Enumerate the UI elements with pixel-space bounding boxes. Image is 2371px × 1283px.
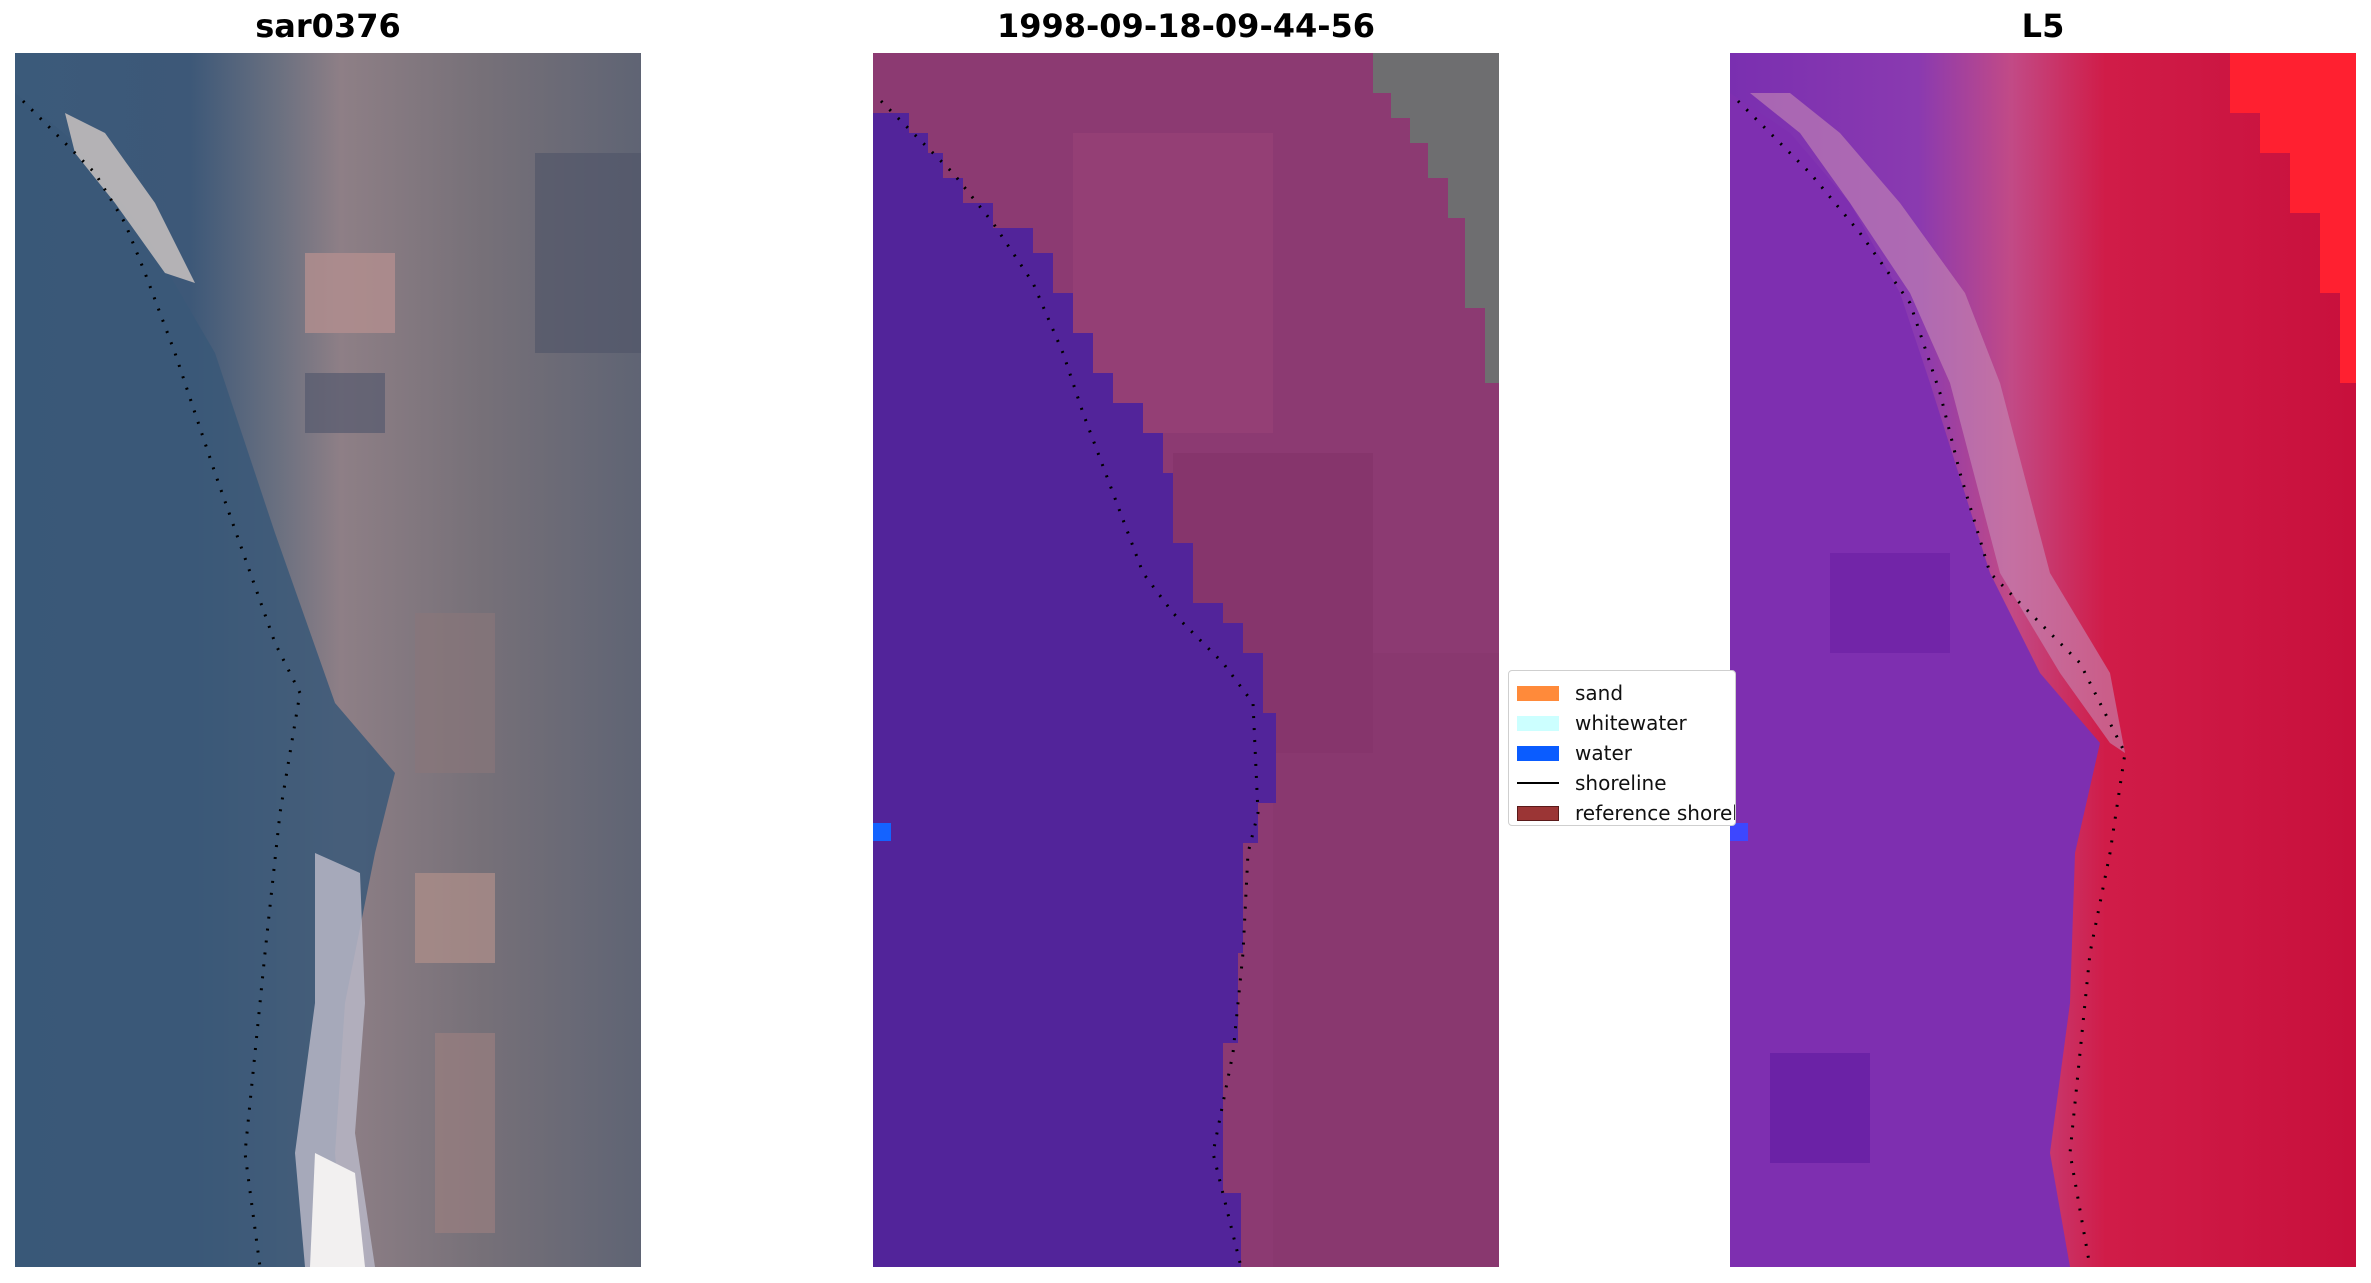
legend-item-shoreline: shoreline	[1517, 769, 1667, 797]
water-swatch	[1517, 745, 1559, 761]
legend-item-reference-shoreline: reference shoreline	[1517, 799, 1735, 825]
rgb-image	[15, 53, 641, 1267]
shoreline-line-swatch	[1517, 782, 1559, 784]
panel-title-rgb: sar0376	[255, 7, 401, 45]
legend-label: whitewater	[1575, 711, 1687, 735]
shoreline-rgb	[21, 99, 302, 1267]
legend: sand whitewater water shoreline referenc…	[1508, 670, 1736, 826]
index-image-panel	[1730, 53, 2356, 1267]
legend-label: shoreline	[1575, 771, 1667, 795]
index-image	[1730, 53, 2356, 1267]
legend-item-sand: sand	[1517, 679, 1623, 707]
sand-swatch	[1517, 685, 1559, 701]
water-pixel-marker	[873, 823, 891, 841]
rgb-image-panel	[15, 53, 641, 1267]
legend-label: reference shoreline	[1575, 801, 1735, 825]
panel-title-classified: 1998-09-18-09-44-56	[996, 7, 1376, 45]
water-pixel-marker-2	[1730, 823, 1748, 841]
classified-image-panel	[873, 53, 1499, 1267]
legend-item-whitewater: whitewater	[1517, 709, 1687, 737]
legend-label: sand	[1575, 681, 1624, 705]
legend-item-water: water	[1517, 739, 1632, 767]
legend-label: water	[1575, 741, 1632, 765]
whitewater-swatch	[1517, 715, 1559, 731]
reference-shoreline-swatch	[1517, 805, 1559, 821]
panel-title-index: L5	[2021, 7, 2065, 45]
classified-image	[873, 53, 1499, 1267]
